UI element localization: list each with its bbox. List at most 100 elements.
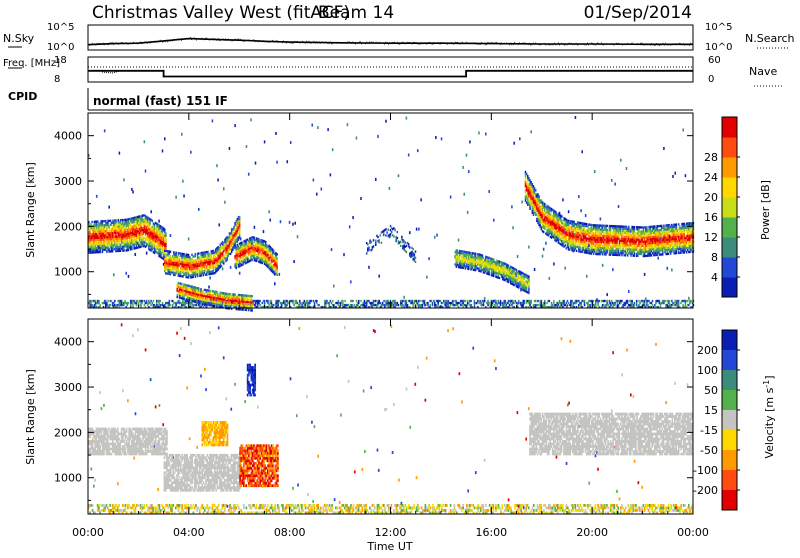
power-cell	[508, 302, 510, 304]
power-cell	[470, 304, 472, 306]
power-cell	[488, 273, 490, 275]
noise-left-label: N.Sky	[3, 32, 35, 45]
power-cell	[426, 276, 428, 279]
power-cell	[301, 304, 303, 306]
power-cell	[528, 278, 530, 280]
power-cell	[309, 302, 311, 304]
power-cell	[223, 262, 225, 264]
power-cell	[146, 252, 148, 255]
power-cell	[425, 304, 427, 306]
power-cell	[528, 280, 530, 282]
cpid-label: CPID	[8, 90, 37, 103]
power-cell	[512, 300, 514, 302]
power-cell	[406, 245, 408, 247]
power-cell	[553, 300, 555, 302]
power-cell	[136, 302, 138, 304]
power-cell	[259, 304, 261, 306]
power-cell	[393, 304, 395, 306]
power-cell	[561, 215, 563, 217]
power-cell	[311, 124, 313, 127]
power-cell	[389, 187, 391, 190]
power-cell	[333, 285, 335, 288]
power-cell	[149, 302, 151, 304]
power-cell	[221, 265, 223, 267]
power-cell	[400, 241, 402, 243]
power-cell	[452, 300, 454, 302]
power-cell	[534, 268, 536, 271]
power-cell	[268, 259, 270, 261]
power-cell	[389, 302, 391, 304]
power-cell	[268, 210, 270, 213]
power-cell	[380, 302, 382, 304]
power-cell	[529, 179, 531, 181]
power-cell	[333, 304, 335, 306]
power-cell	[137, 300, 139, 302]
power-cell	[99, 249, 101, 251]
power-cell	[525, 175, 527, 177]
power-cell	[150, 300, 152, 302]
power-cell	[212, 119, 214, 122]
power-cell	[561, 304, 563, 306]
power-cell	[462, 166, 464, 169]
power-cell	[537, 193, 539, 195]
power-cell	[564, 267, 566, 270]
power-cell	[198, 252, 200, 254]
power-cell	[195, 253, 197, 255]
power-cell	[113, 302, 115, 304]
power-cell	[142, 233, 144, 235]
power-cell	[570, 304, 572, 306]
power-cell	[176, 296, 178, 298]
power-cell	[115, 221, 117, 223]
power-cell	[544, 302, 546, 304]
power-cell	[230, 266, 232, 269]
power-cell	[462, 302, 464, 304]
power-cell	[234, 124, 236, 127]
power-cell	[128, 249, 130, 251]
power-cell	[429, 304, 431, 306]
freq-left-label: Freq. [MHz]	[3, 58, 60, 69]
power-cell	[533, 195, 535, 197]
power-cell	[145, 170, 147, 173]
power-cell	[378, 239, 380, 241]
power-cell	[475, 253, 477, 255]
power-cell	[91, 304, 93, 306]
power-cell	[141, 302, 143, 304]
power-cell	[232, 230, 234, 232]
power-cell	[170, 251, 172, 253]
power-cell	[373, 239, 375, 241]
power-cell	[228, 251, 230, 253]
power-cell	[537, 300, 539, 302]
power-cell	[394, 228, 396, 231]
power-cell	[459, 258, 461, 260]
power-cell	[581, 150, 583, 153]
power-cell	[468, 170, 470, 173]
power-cell	[564, 304, 566, 306]
power-cell	[513, 142, 515, 145]
power-cell	[415, 261, 417, 263]
power-cell	[586, 275, 588, 278]
power-cell	[468, 302, 470, 304]
power-cell	[408, 153, 410, 156]
power-cell	[526, 181, 528, 183]
power-cell	[164, 137, 166, 140]
power-cell	[273, 304, 275, 306]
cpid-panel: CPID normal (fast) 151 IF	[8, 88, 693, 110]
freq-lines	[88, 67, 693, 77]
power-cell	[406, 251, 408, 253]
power-cell	[239, 224, 241, 226]
power-cell	[230, 247, 232, 249]
power-cell	[458, 239, 460, 242]
power-cell	[383, 234, 385, 236]
power-cell	[338, 304, 340, 306]
power-cell	[553, 262, 555, 265]
power-cell	[528, 177, 530, 179]
power-cell	[415, 250, 417, 252]
power-cell	[414, 302, 416, 304]
power-cell	[181, 283, 183, 285]
power-cell	[493, 275, 495, 277]
power-cell	[538, 195, 540, 197]
power-cell	[483, 304, 485, 306]
power-cell	[292, 302, 294, 304]
power-cell	[368, 300, 370, 302]
power-cell	[566, 302, 568, 304]
